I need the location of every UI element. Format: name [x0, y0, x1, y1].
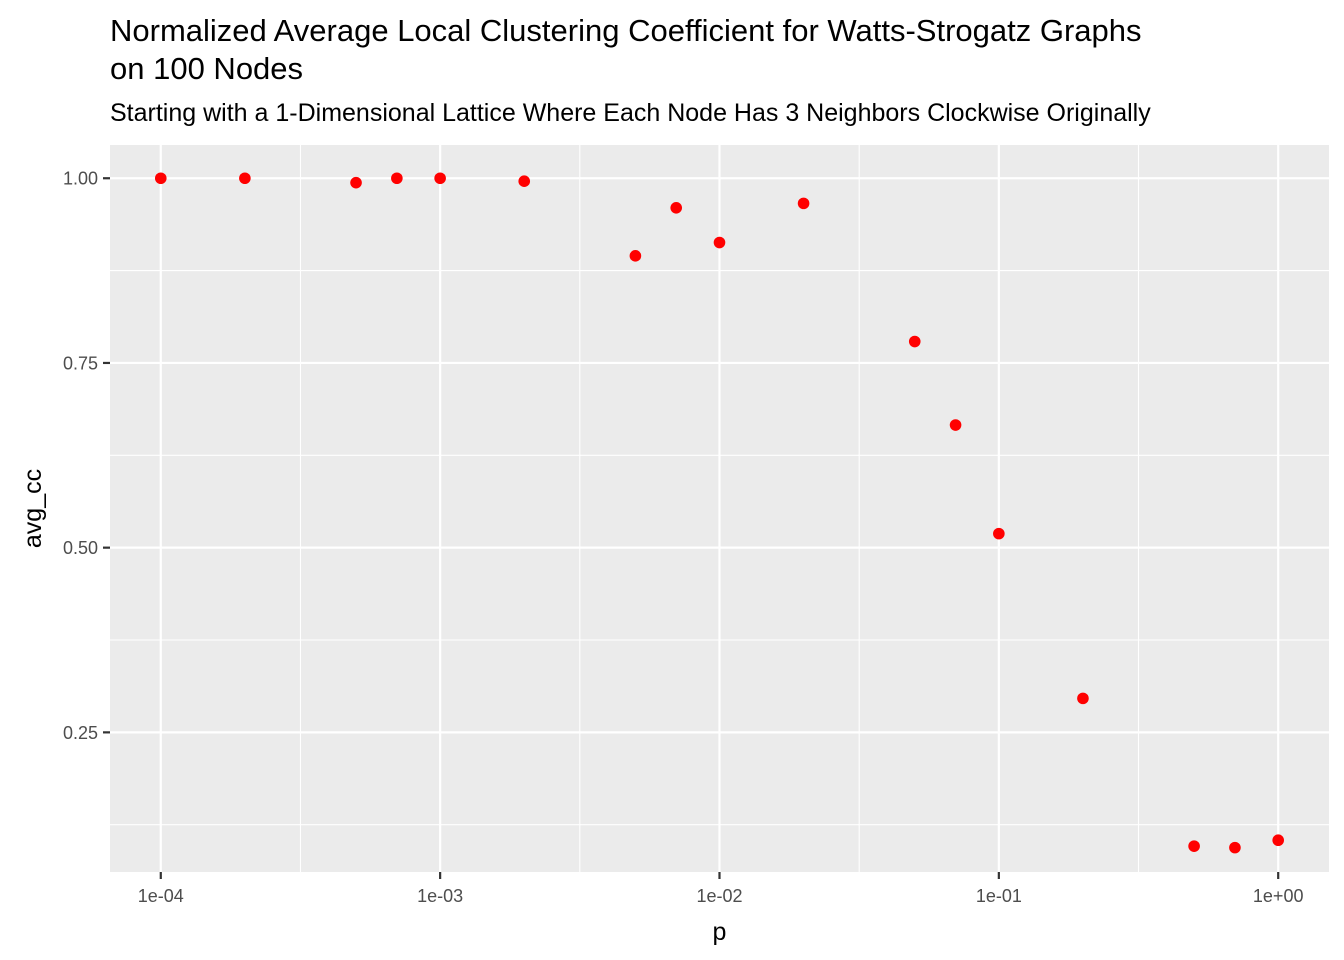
- scatter-point: [949, 419, 962, 431]
- y-tick-label: 0.75: [63, 353, 98, 373]
- scatter-point: [713, 236, 726, 249]
- chart-title-line-2: on 100 Nodes: [110, 51, 303, 86]
- scatter-point: [154, 172, 167, 185]
- x-tick-label: 1e-04: [138, 886, 184, 906]
- data-points: [154, 172, 1285, 854]
- x-tick-label: 1e+00: [1253, 886, 1304, 906]
- scatter-point: [518, 175, 531, 188]
- scatter-point: [993, 527, 1005, 540]
- y-tick-label: 0.25: [63, 723, 98, 743]
- scatter-point: [1272, 834, 1285, 847]
- chart-subtitle: Starting with a 1-Dimensional Lattice Wh…: [110, 99, 1151, 127]
- scatter-point: [1188, 840, 1200, 852]
- scatter-point: [350, 176, 362, 189]
- scatter-point: [908, 335, 921, 348]
- y-axis-title: avg_cc: [19, 469, 47, 548]
- scatter-point: [629, 250, 642, 262]
- x-tick-label: 1e-02: [696, 886, 742, 906]
- scatter-point: [670, 201, 683, 214]
- y-axis: 0.25 0.50 0.75 1.00: [63, 169, 110, 743]
- scatter-point: [1077, 692, 1089, 705]
- y-tick-label: 1.00: [63, 169, 98, 189]
- y-tick-label: 0.50: [63, 538, 98, 558]
- scatter-point: [434, 172, 446, 185]
- x-tick-label: 1e-03: [417, 886, 463, 906]
- scatter-point: [391, 172, 403, 185]
- scatter-point: [239, 172, 251, 185]
- scatter-point: [1229, 841, 1241, 854]
- x-axis: 1e-04 1e-03 1e-02 1e-01 1e+00: [138, 872, 1304, 906]
- scatter-point: [797, 197, 810, 210]
- major-gridlines: [110, 145, 1329, 872]
- x-axis-title: p: [713, 918, 727, 946]
- chart-title-line-1: Normalized Average Local Clustering Coef…: [110, 13, 1142, 48]
- x-tick-label: 1e-01: [976, 886, 1022, 906]
